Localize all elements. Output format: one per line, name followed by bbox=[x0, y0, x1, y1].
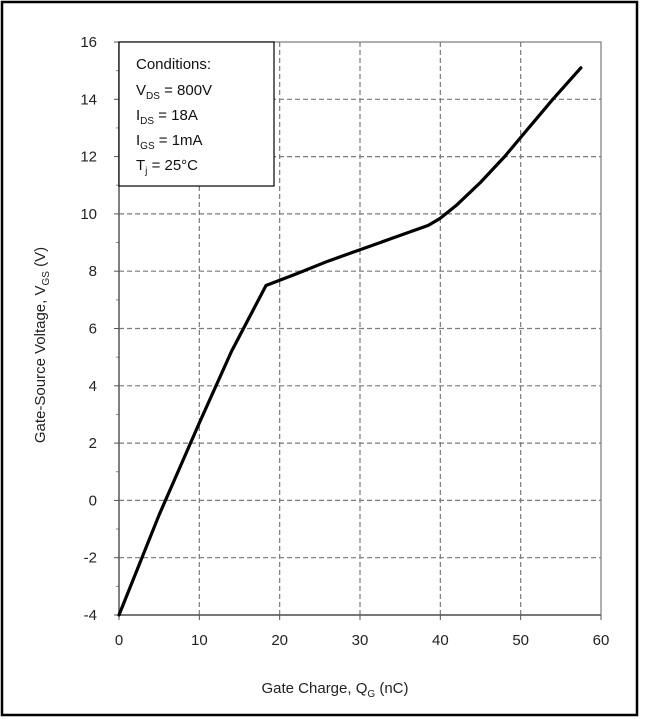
condition-igs: IGS = 1mA bbox=[136, 132, 203, 152]
y-tick-label: 10 bbox=[80, 206, 97, 223]
y-axis-title: Gate-Source Voltage, VGS (V) bbox=[32, 247, 52, 443]
gate-charge-curve bbox=[117, 66, 583, 617]
series bbox=[117, 66, 583, 617]
y-tick-label: -4 bbox=[84, 607, 97, 624]
y-tick-label: 2 bbox=[89, 435, 97, 452]
condition-tj: Tj = 25°C bbox=[136, 157, 198, 177]
condition-vds: VDS = 800V bbox=[136, 82, 212, 102]
x-tick-label: 0 bbox=[115, 632, 123, 649]
y-tick-label: 12 bbox=[80, 149, 97, 166]
x-tick-label: 30 bbox=[352, 632, 369, 649]
conditions-heading: Conditions: bbox=[136, 56, 211, 73]
x-tick-label: 50 bbox=[512, 632, 529, 649]
y-tick-label: 8 bbox=[89, 263, 97, 280]
x-tick-label: 20 bbox=[271, 632, 288, 649]
y-tick-label: 14 bbox=[80, 91, 97, 108]
y-tick-label: -2 bbox=[84, 550, 97, 567]
y-tick-label: 0 bbox=[89, 492, 97, 509]
x-tick-label: 40 bbox=[432, 632, 449, 649]
y-tick-label: 16 bbox=[80, 34, 97, 51]
x-axis-title: Gate Charge, QG (nC) bbox=[261, 680, 408, 700]
x-tick-label: 60 bbox=[593, 632, 610, 649]
conditions-box-frame bbox=[118, 41, 275, 187]
x-tick-label: 10 bbox=[191, 632, 208, 649]
condition-ids: IDS = 18A bbox=[136, 107, 198, 127]
conditions-box: Conditions: VDS = 800V IDS = 18A IGS = 1… bbox=[118, 41, 275, 187]
y-tick-label: 6 bbox=[89, 321, 97, 338]
y-tick-label: 4 bbox=[89, 378, 97, 395]
